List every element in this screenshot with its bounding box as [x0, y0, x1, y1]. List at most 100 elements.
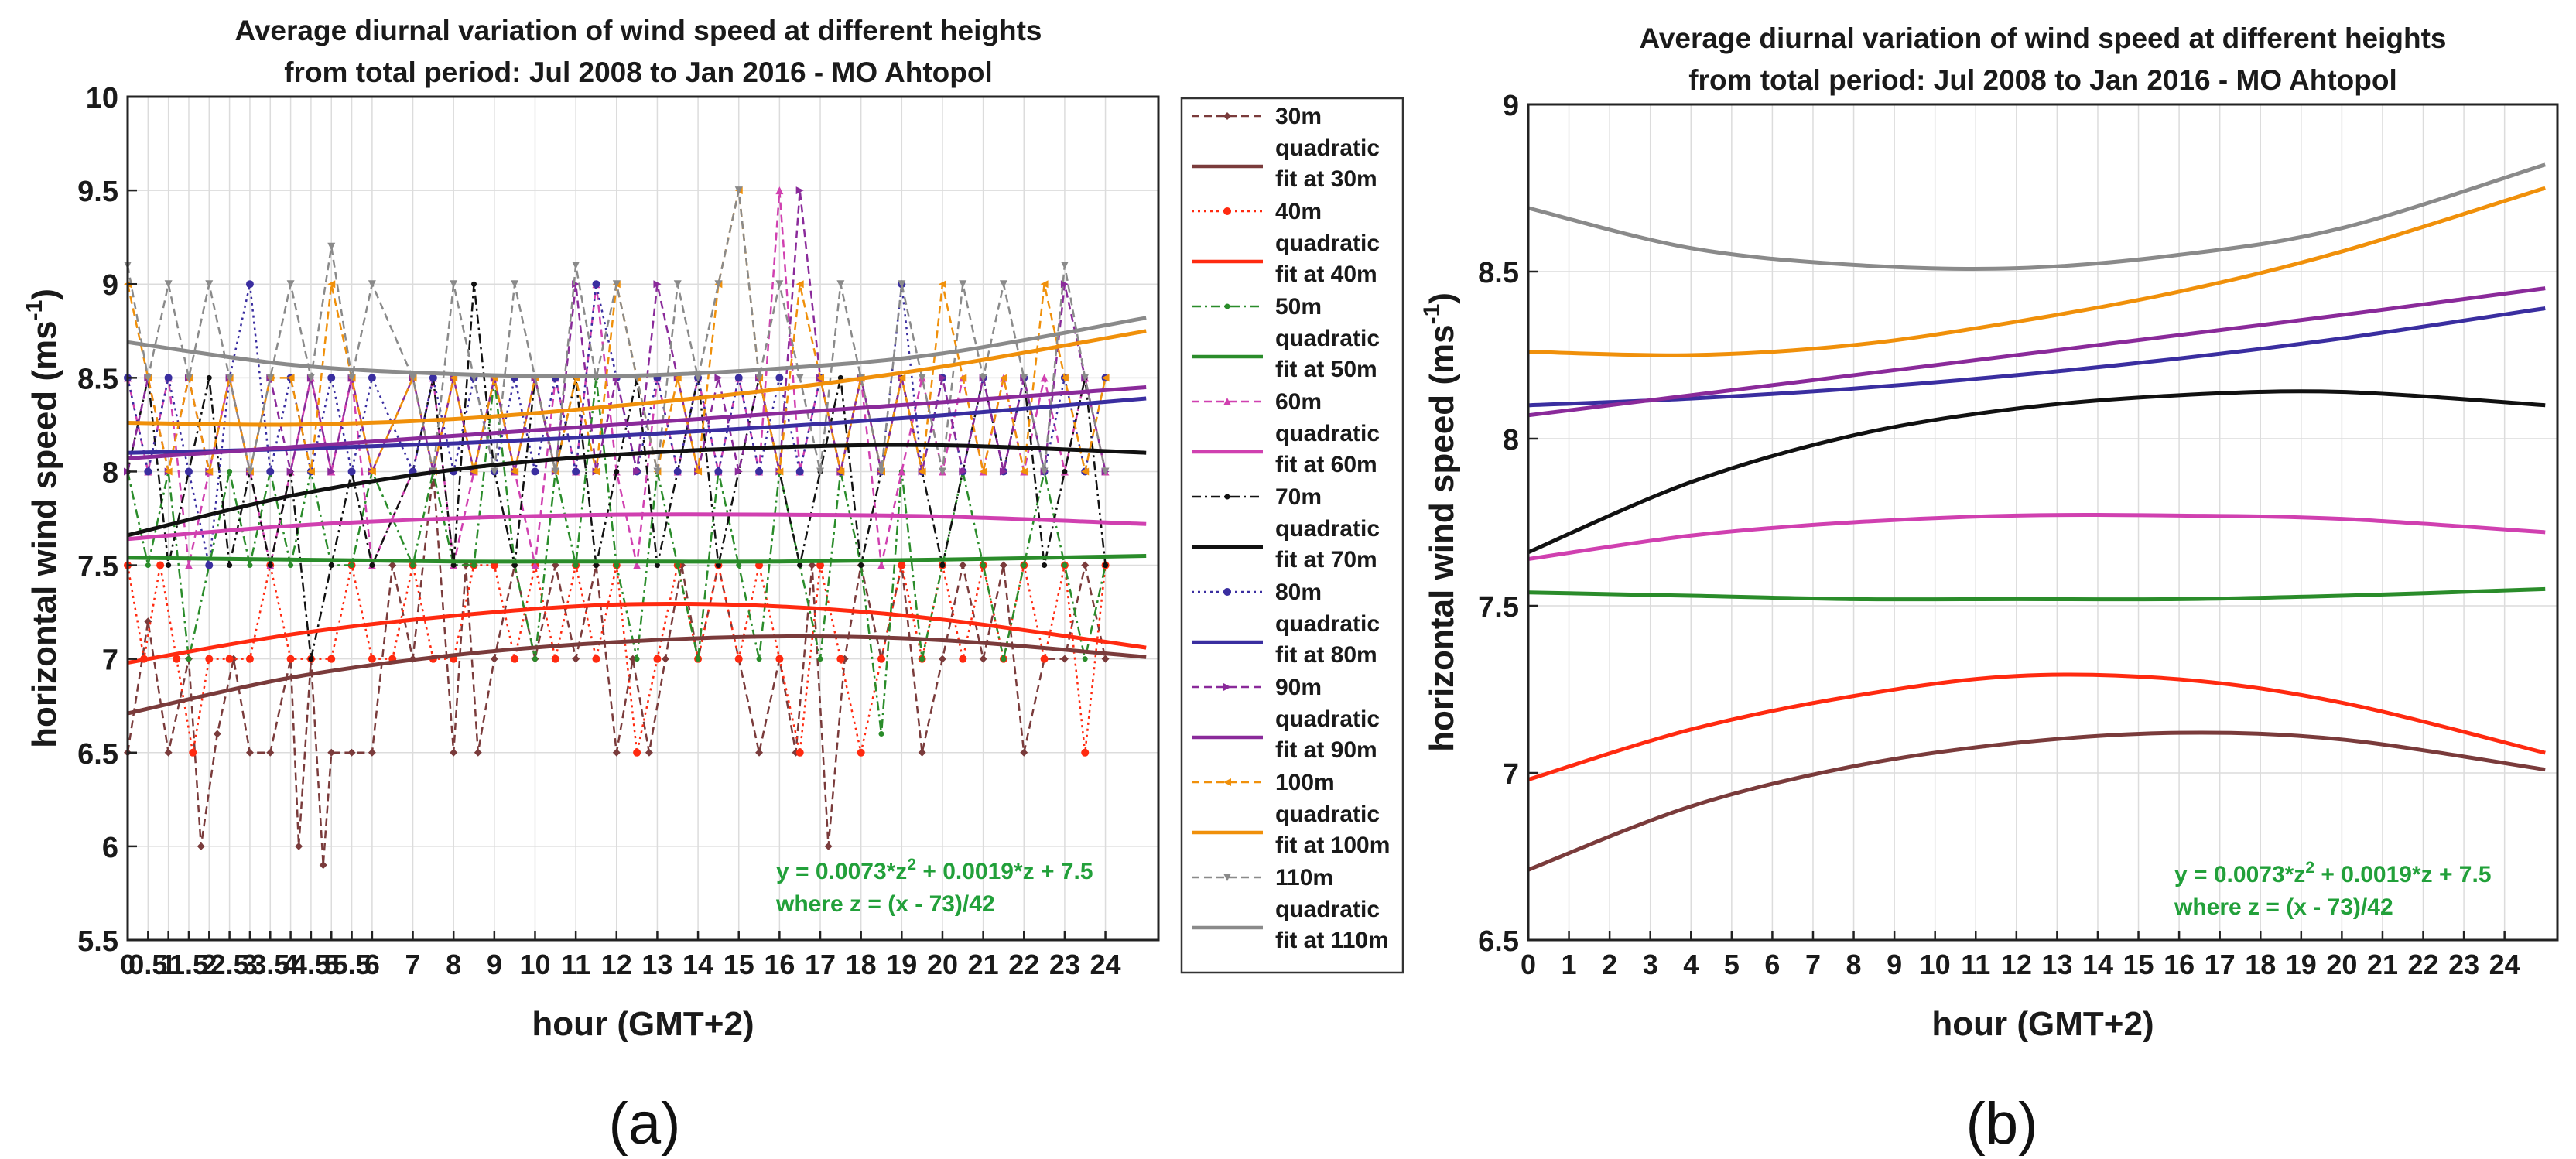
data-point-30m	[388, 561, 397, 569]
x-tick-label: 22	[2407, 949, 2438, 980]
data-point-80m	[531, 467, 539, 476]
legend-marker	[1223, 778, 1231, 786]
data-point-50m	[349, 562, 355, 569]
data-point-30m	[474, 748, 482, 757]
data-point-100m	[898, 374, 906, 382]
y-tick-label: 6.5	[1478, 925, 1519, 958]
legend-item: quadratic fit at 40m	[1192, 231, 1380, 287]
x-tick-label: 23	[2448, 949, 2479, 980]
data-point-50m	[145, 562, 151, 569]
x-axis-label: hour (GMT+2)	[532, 1005, 754, 1043]
legend-label: 110m	[1275, 865, 1333, 891]
data-point-60m	[1040, 374, 1049, 382]
data-point-30m	[938, 655, 946, 663]
x-tick-label: 1.5	[169, 949, 208, 980]
data-point-100m	[938, 280, 946, 289]
y-tick-label: 6	[102, 832, 118, 864]
legend-item: quadratic fit at 90m	[1192, 706, 1380, 763]
data-point-100m	[1081, 467, 1090, 476]
x-tick-label: 2	[1602, 949, 1617, 980]
data-point-30m	[959, 561, 967, 569]
data-point-40m	[511, 655, 519, 663]
data-point-40m	[173, 655, 181, 663]
x-tick-label: 2	[201, 949, 217, 980]
data-point-110m	[836, 280, 845, 289]
x-tick-label: 13	[641, 949, 672, 980]
data-point-100m	[775, 467, 784, 476]
legend-marker	[1223, 683, 1231, 691]
data-point-40m	[836, 655, 845, 663]
data-point-50m	[919, 656, 925, 662]
data-point-100m	[979, 467, 987, 476]
data-point-70m	[1062, 468, 1068, 474]
data-point-30m	[572, 655, 580, 663]
x-tick-label: 4	[1683, 949, 1699, 980]
legend-item: quadratic fit at 80m	[1192, 611, 1380, 668]
legend-label: quadratic	[1275, 897, 1380, 922]
data-point-70m	[837, 374, 843, 381]
y-axis-label-text: horizontal wind speed (ms	[26, 320, 63, 748]
fit-equation-line-1: y = 0.0073*z2 + 0.0019*z + 7.5	[2174, 859, 2492, 887]
data-point-110m	[1040, 467, 1049, 476]
data-point-30m	[808, 561, 816, 569]
y-tick-label: 10	[86, 82, 118, 115]
legend-item: 90m	[1192, 675, 1322, 700]
equation-superscript: 2	[2305, 859, 2314, 877]
legend-marker	[1223, 207, 1231, 215]
x-tick-label: 13	[2041, 949, 2072, 980]
data-point-40m	[1081, 748, 1090, 757]
data-point-110m	[734, 186, 743, 195]
data-point-30m	[327, 748, 336, 757]
x-tick-label: 0	[1521, 949, 1536, 980]
fit-curve-quadratic-fit-at-70m	[127, 443, 1147, 538]
series-line-80m	[126, 283, 1107, 566]
data-point-100m	[205, 467, 214, 476]
data-point-80m	[144, 467, 152, 476]
data-point-50m	[573, 562, 579, 569]
legend-item: quadratic fit at 70m	[1192, 516, 1380, 573]
data-point-110m	[511, 280, 519, 289]
data-point-100m	[306, 467, 315, 476]
legend-item: 100m	[1192, 770, 1335, 795]
x-axis-label: hour (GMT+2)	[1931, 1005, 2154, 1043]
data-point-50m	[227, 468, 233, 474]
legend-label: quadratic	[1275, 135, 1380, 161]
data-point-70m	[1042, 562, 1048, 569]
x-axis-ticks: 0 1 2 3 4 5 6 7 8 9 10 11 12 13 14 15 16 17 18 19 20 21 22 23 24	[1521, 931, 2520, 980]
legend-item: 110m	[1192, 865, 1333, 891]
x-tick-label: 5.5	[333, 949, 371, 980]
y-axis-ticks: 5.5 6 6.5 7 7.5 8 8.5 9 9.5 10	[77, 82, 137, 958]
data-point-100m	[959, 374, 967, 382]
legend-item: 40m	[1192, 199, 1322, 224]
legend-label: 80m	[1275, 580, 1322, 605]
fit-curve-quadratic-fit-at-30m	[127, 634, 1147, 716]
data-point-30m	[918, 748, 926, 757]
data-point-30m	[368, 748, 376, 757]
legend-label: 50m	[1275, 294, 1322, 320]
data-point-40m	[653, 655, 662, 663]
data-point-110m	[225, 374, 234, 382]
x-tick-label: 3.5	[251, 949, 289, 980]
data-point-110m	[409, 374, 417, 382]
data-point-90m	[938, 374, 946, 382]
data-point-100m	[1101, 374, 1110, 382]
fit-curve-quadratic-fit-at-40m	[127, 601, 1147, 665]
data-point-110m	[184, 374, 193, 382]
legend-label: fit at 90m	[1275, 737, 1377, 763]
data-point-80m	[429, 374, 437, 382]
y-tick-label: 7	[1503, 758, 1519, 791]
data-point-70m	[206, 374, 212, 381]
data-point-100m	[164, 467, 173, 476]
x-tick-label: 6	[1764, 949, 1780, 980]
legend-item: quadratic fit at 100m	[1192, 802, 1390, 858]
data-point-70m	[593, 562, 599, 569]
data-point-110m	[551, 467, 559, 476]
data-point-30m	[1020, 748, 1028, 757]
x-tick-label: 23	[1049, 949, 1080, 980]
x-tick-label: 17	[2205, 949, 2236, 980]
legend-item: quadratic fit at 50m	[1192, 326, 1380, 382]
data-point-70m	[614, 468, 620, 474]
fit-curve-quadratic-fit-at-50m	[127, 553, 1147, 564]
data-point-100m	[1040, 280, 1049, 289]
